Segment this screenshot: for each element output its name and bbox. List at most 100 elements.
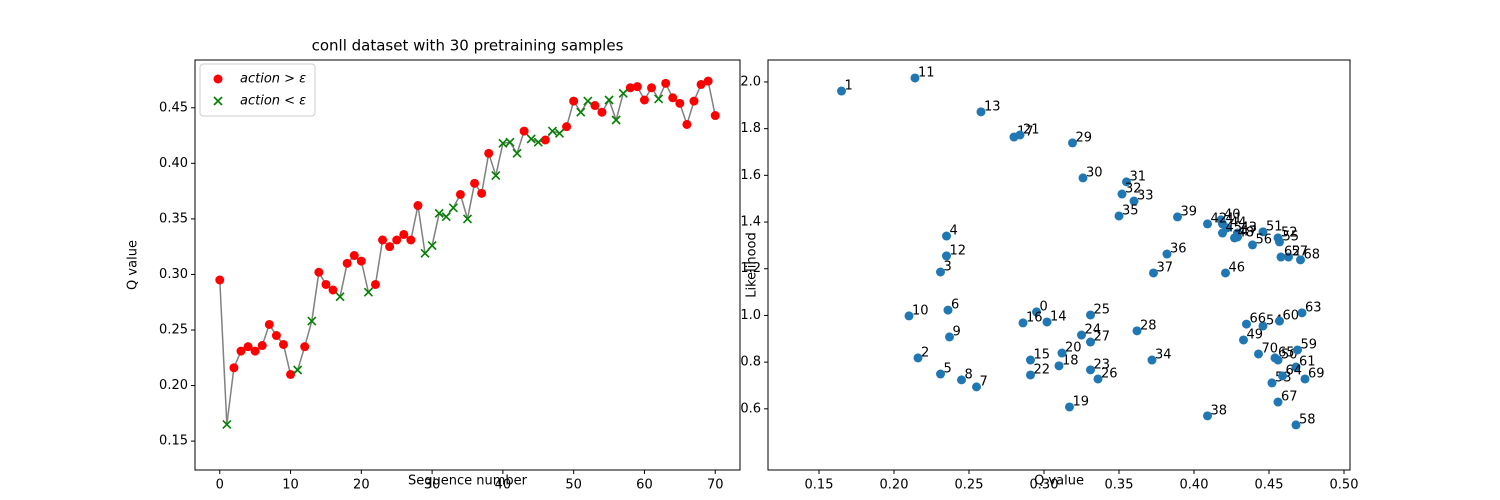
- point: [519, 126, 529, 136]
- point-label: 8: [965, 367, 973, 382]
- point-label: 49: [1247, 327, 1264, 342]
- point-label: 23: [1094, 357, 1111, 372]
- point-label: 60: [1283, 309, 1300, 324]
- point: [1015, 130, 1025, 140]
- point-label: 46: [1229, 260, 1246, 275]
- point: [349, 251, 359, 261]
- point: [512, 148, 522, 158]
- point-label: 9: [953, 324, 961, 339]
- point: [1297, 308, 1307, 318]
- point: [1275, 237, 1284, 247]
- point: [696, 79, 706, 89]
- point: [434, 208, 444, 218]
- point: [1300, 374, 1310, 384]
- y-tick-label: 1.4: [740, 215, 761, 230]
- point: [710, 111, 720, 121]
- plot-frame: [767, 59, 1351, 471]
- point: [611, 115, 621, 125]
- point: [533, 137, 543, 147]
- line-segment: [410, 205, 419, 241]
- point: [264, 319, 274, 329]
- point-label: 12: [950, 243, 967, 258]
- point: [654, 94, 664, 104]
- x-tick-label: 40: [495, 478, 512, 493]
- y-tick-label: 1.6: [740, 168, 761, 183]
- point: [335, 292, 345, 302]
- x-stroke: [611, 115, 621, 125]
- point: [661, 78, 671, 88]
- x-tick-label: 20: [353, 478, 370, 493]
- point: [942, 231, 951, 241]
- point: [957, 375, 966, 385]
- x-stroke: [434, 208, 444, 218]
- point-label: 19: [1073, 394, 1090, 409]
- legend-label: action < ε: [240, 94, 306, 109]
- point: [1291, 420, 1301, 430]
- y-tick-label: 0.15: [159, 434, 188, 449]
- point: [1291, 362, 1301, 372]
- line-segment: [417, 205, 426, 254]
- point-label: 16: [1026, 310, 1043, 325]
- point: [547, 126, 558, 136]
- y-tick-label: 0.30: [159, 267, 188, 282]
- x-stroke: [498, 138, 508, 148]
- point-label: 35: [1122, 203, 1139, 218]
- point: [342, 258, 352, 268]
- point-label: 14: [1050, 309, 1067, 324]
- x-tick-label: 0.50: [1330, 478, 1359, 493]
- x-tick-label: 0.30: [1030, 478, 1059, 493]
- line-segment: [431, 213, 440, 246]
- point: [597, 107, 607, 117]
- point: [910, 73, 920, 83]
- point-label: 47: [1241, 224, 1258, 239]
- point: [300, 342, 310, 352]
- point-label: 15: [1034, 348, 1051, 363]
- point-label: 40: [1224, 207, 1241, 222]
- x-tick-label: 0: [216, 478, 224, 493]
- point: [1086, 337, 1095, 347]
- point-label: 2: [921, 345, 929, 360]
- point: [1093, 374, 1103, 384]
- line-segment: [480, 153, 490, 194]
- point: [562, 122, 572, 132]
- y-tick-label: 1.0: [740, 308, 761, 323]
- y-tick-label: 0.25: [159, 323, 188, 338]
- point: [1278, 371, 1287, 381]
- x-tick-label: 0.15: [805, 478, 834, 493]
- x-stroke: [448, 203, 458, 213]
- point: [625, 83, 635, 93]
- x-stroke: [618, 88, 628, 98]
- point: [675, 98, 685, 108]
- point-label: 3: [944, 260, 952, 275]
- x-tick-label: 0.35: [1105, 478, 1134, 493]
- point: [1296, 255, 1305, 265]
- point-label: 41: [1226, 211, 1243, 226]
- x-stroke: [533, 137, 543, 147]
- point-label: 4: [950, 224, 958, 239]
- point: [554, 128, 565, 138]
- x-stroke: [427, 240, 437, 251]
- point-label: 57: [1292, 245, 1309, 260]
- point: [448, 203, 458, 213]
- point: [314, 267, 324, 277]
- point: [1203, 219, 1212, 229]
- x-stroke: [293, 365, 303, 375]
- point: [1293, 345, 1302, 355]
- point: [1086, 310, 1095, 320]
- point: [1122, 177, 1131, 187]
- point: [491, 170, 501, 181]
- point: [1147, 355, 1157, 365]
- point: [1018, 318, 1028, 328]
- point: [632, 82, 642, 92]
- x-stroke: [307, 316, 317, 326]
- point: [399, 229, 409, 239]
- x-stroke: [547, 126, 558, 136]
- point-label: 66: [1250, 312, 1267, 327]
- point: [1132, 326, 1142, 336]
- point: [378, 235, 388, 245]
- point: [689, 96, 699, 106]
- point: [1117, 189, 1127, 199]
- point: [236, 346, 246, 356]
- point: [498, 138, 508, 148]
